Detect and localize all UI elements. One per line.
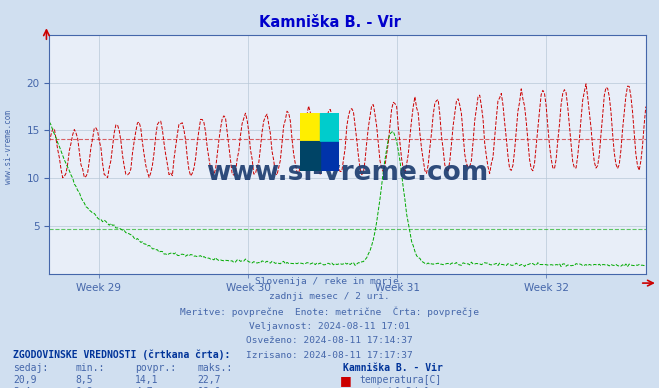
Text: min.:: min.: [76,363,105,373]
Text: Veljavnost: 2024-08-11 17:01: Veljavnost: 2024-08-11 17:01 [249,322,410,331]
Polygon shape [300,113,320,142]
Text: 8,5: 8,5 [76,375,94,385]
Text: 3,4: 3,4 [13,387,31,388]
Text: 0,8: 0,8 [76,387,94,388]
Text: sedaj:: sedaj: [13,363,48,373]
Text: Kamniška B. - Vir: Kamniška B. - Vir [258,15,401,30]
Polygon shape [300,142,320,171]
Text: Osveženo: 2024-08-11 17:14:37: Osveženo: 2024-08-11 17:14:37 [246,336,413,345]
Text: 4,7: 4,7 [135,387,153,388]
Text: pretok[m3/s]: pretok[m3/s] [359,387,430,388]
Text: Kamniška B. - Vir: Kamniška B. - Vir [343,363,443,373]
Text: Slovenija / reke in morje.: Slovenija / reke in morje. [255,277,404,286]
Text: Meritve: povprečne  Enote: metrične  Črta: povprečje: Meritve: povprečne Enote: metrične Črta:… [180,307,479,317]
Text: 22,7: 22,7 [198,375,221,385]
Text: ZGODOVINSKE VREDNOSTI (črtkana črta):: ZGODOVINSKE VREDNOSTI (črtkana črta): [13,350,231,360]
Text: 18,0: 18,0 [198,387,221,388]
Polygon shape [320,142,339,171]
Polygon shape [320,113,339,142]
Text: 14,1: 14,1 [135,375,159,385]
Polygon shape [300,142,320,171]
Text: zadnji mesec / 2 uri.: zadnji mesec / 2 uri. [269,292,390,301]
Text: www.si-vreme.com: www.si-vreme.com [206,160,489,186]
Text: temperatura[C]: temperatura[C] [359,375,442,385]
Text: www.si-vreme.com: www.si-vreme.com [4,111,13,184]
Text: ■: ■ [339,385,351,388]
Polygon shape [300,113,320,142]
Text: povpr.:: povpr.: [135,363,176,373]
Text: 20,9: 20,9 [13,375,37,385]
Text: Izrisano: 2024-08-11 17:17:37: Izrisano: 2024-08-11 17:17:37 [246,351,413,360]
Text: maks.:: maks.: [198,363,233,373]
Text: ■: ■ [339,374,351,387]
